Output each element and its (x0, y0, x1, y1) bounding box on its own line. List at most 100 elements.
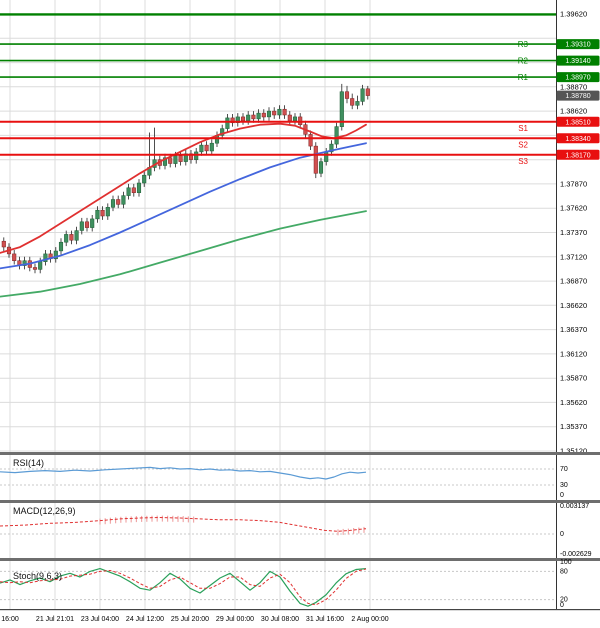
resistance-label-r2: R2 (518, 57, 529, 66)
candle-body (199, 144, 204, 153)
resistance-price-badge (556, 72, 600, 83)
macd-panel-label: MACD(12,26,9) (13, 506, 76, 516)
candle-body (355, 101, 360, 106)
time-axis-label: 16:00 (1, 616, 19, 623)
candle-body (131, 187, 136, 193)
price-tick-label: 1.36370 (560, 325, 587, 334)
stoch-axis-label: 80 (560, 568, 568, 575)
candle-body (246, 114, 251, 122)
rsi-panel-label: RSI(14) (13, 458, 45, 468)
candle-body (168, 157, 173, 164)
support-price-badge (556, 133, 600, 144)
price-tick-label: 1.36620 (560, 301, 587, 310)
time-axis-label: 23 Jul 04:00 (81, 616, 119, 623)
candle-body (220, 128, 225, 136)
resistance-price-badge (556, 39, 600, 50)
current-price-badge-text: 1.38780 (565, 93, 590, 100)
stoch-d-line (0, 568, 367, 606)
ma-mid-line (0, 142, 367, 270)
candle-body (38, 261, 43, 270)
candle-body (43, 253, 48, 262)
candle-body (318, 161, 324, 174)
candle-body (1, 240, 6, 248)
candle-body (100, 209, 105, 217)
support-price-badge (556, 149, 600, 160)
price-tick-label: 1.36870 (560, 277, 587, 286)
support-price-badge (556, 116, 600, 127)
time-axis-label: 25 Jul 20:00 (171, 616, 209, 623)
time-axis-label: 30 Jul 08:00 (261, 616, 299, 623)
candle-body (360, 88, 365, 102)
support-price-badge-text: 1.38170 (565, 152, 590, 159)
support-label-s1: S1 (518, 124, 528, 133)
panel-divider (0, 500, 600, 503)
candle-body (350, 98, 355, 106)
candle-body (292, 116, 298, 122)
candle-body (22, 260, 27, 266)
price-tick-label: 1.39620 (560, 10, 587, 19)
candle-body (209, 142, 214, 152)
price-tick-label: 1.35120 (560, 447, 587, 456)
stoch-panel-label: Stoch(9,6,3) (13, 571, 63, 581)
candle-body (64, 234, 69, 243)
support-price-badge-text: 1.38510 (565, 119, 590, 126)
candle-body (58, 241, 64, 252)
stoch-axis-label: 100 (560, 559, 572, 566)
candle-body (272, 110, 277, 116)
candle-body (251, 114, 256, 120)
candle-body (334, 126, 339, 145)
time-axis-label: 24 Jul 12:00 (126, 616, 164, 623)
support-price-badge-text: 1.38340 (565, 136, 590, 143)
candle-body (225, 117, 230, 129)
candle-body (126, 187, 131, 196)
candle-body (142, 174, 147, 184)
macd-axis-label: 0.003137 (560, 503, 589, 510)
candle-body (287, 114, 292, 122)
candle-body (173, 155, 178, 164)
resistance-label-r3: R3 (518, 40, 529, 49)
macd-line (0, 517, 367, 532)
resistance-price-badge-text: 1.38970 (565, 75, 590, 82)
support-label-s3: S3 (518, 157, 528, 166)
resistance-price-badge-text: 1.39140 (565, 58, 590, 65)
stoch-k-line (0, 567, 367, 607)
resistance-price-badge (556, 55, 600, 66)
time-axis-label: 2 Aug 00:00 (351, 616, 388, 623)
time-axis-label: 31 Jul 16:00 (306, 616, 344, 623)
price-tick-label: 1.37370 (560, 228, 587, 237)
candle-body (53, 250, 58, 260)
candle-body (313, 145, 318, 174)
candle-body (69, 234, 74, 241)
candle-body (282, 108, 287, 116)
candle-body (95, 209, 100, 220)
candle-body (74, 230, 79, 241)
candle-body (12, 253, 17, 261)
candle-body (308, 134, 313, 147)
current-price-badge (556, 90, 600, 101)
price-tick-label: 1.35870 (560, 374, 587, 383)
panel-divider (0, 558, 600, 561)
candle-body (79, 221, 84, 231)
price-tick-label: 1.35620 (560, 398, 587, 407)
rsi-axis-label: 70 (560, 466, 568, 473)
time-axis-line (0, 609, 600, 611)
candle-body (344, 91, 350, 99)
macd-axis-label: 0 (560, 531, 564, 538)
candle-body (110, 199, 116, 208)
candle-body (277, 108, 282, 116)
price-tick-label: 1.37620 (560, 204, 587, 213)
candle-body (324, 151, 329, 162)
ma-slow-line (0, 210, 367, 298)
rsi-axis-label: 0 (560, 492, 564, 499)
candle-body (329, 143, 334, 153)
candle-body (162, 157, 168, 166)
support-label-s2: S2 (518, 140, 528, 149)
candle-body (339, 91, 344, 127)
candle-body (266, 110, 272, 118)
time-axis-label: 21 Jul 21:01 (36, 616, 74, 623)
rsi-line (0, 466, 367, 480)
candle-body (204, 144, 209, 152)
time-axis-label: 29 Jul 00:00 (216, 616, 254, 623)
